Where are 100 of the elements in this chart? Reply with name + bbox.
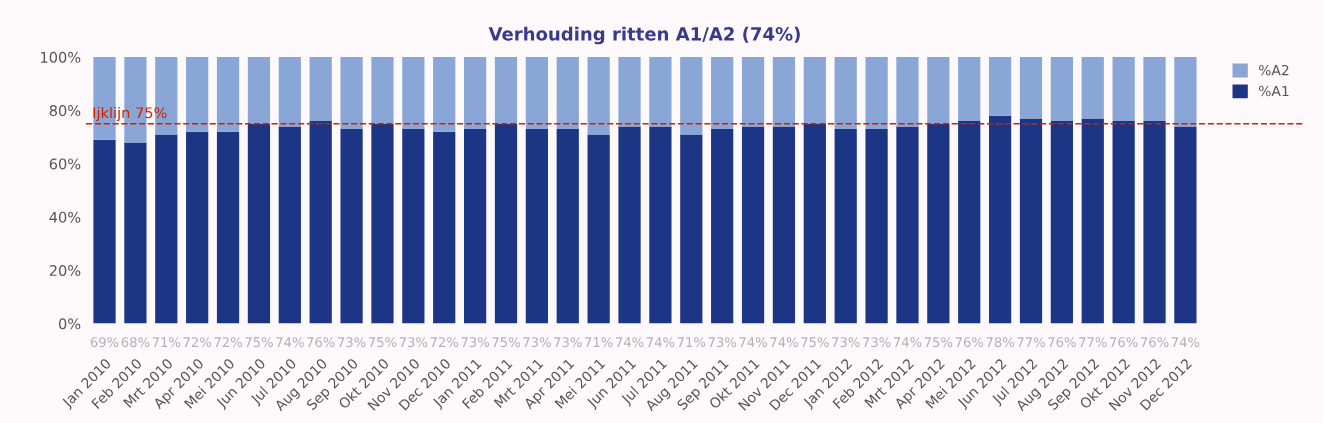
data-label: 75% xyxy=(245,337,273,348)
bar xyxy=(216,57,240,132)
bar xyxy=(649,126,672,324)
data-label: 72% xyxy=(183,337,212,348)
bar xyxy=(93,139,116,324)
bar xyxy=(124,142,147,324)
bar xyxy=(772,57,796,127)
bar xyxy=(1174,57,1197,127)
data-label: 78% xyxy=(986,337,1015,348)
bar xyxy=(988,115,1012,324)
bar xyxy=(525,129,548,324)
data-label: 73% xyxy=(554,337,582,348)
bar xyxy=(433,131,456,324)
y-tick-label: 100% xyxy=(41,51,81,63)
data-label: 71% xyxy=(677,337,706,348)
bar xyxy=(834,57,857,130)
bar xyxy=(587,57,610,135)
bar xyxy=(186,57,209,132)
data-label: 72% xyxy=(214,337,242,348)
bar xyxy=(741,126,765,324)
bar xyxy=(865,57,888,130)
bar xyxy=(186,131,209,324)
bar xyxy=(803,57,826,124)
y-tick-label: 0% xyxy=(58,318,81,330)
data-label: 73% xyxy=(863,337,891,348)
bar xyxy=(711,57,734,130)
data-label: 73% xyxy=(461,337,490,348)
bar xyxy=(1174,126,1197,324)
bar xyxy=(1143,57,1166,122)
data-label: 74% xyxy=(770,337,798,348)
data-label: 75% xyxy=(368,337,397,348)
bar xyxy=(371,123,394,324)
data-label: 75% xyxy=(924,337,953,348)
bar xyxy=(402,129,425,324)
data-label: 76% xyxy=(1140,337,1169,348)
bar xyxy=(525,57,548,130)
data-label: 69% xyxy=(90,337,119,348)
bar xyxy=(216,131,240,324)
bar xyxy=(1112,121,1135,324)
bar xyxy=(463,57,487,130)
bar xyxy=(618,126,641,324)
data-label: 68% xyxy=(121,337,150,348)
data-label: 76% xyxy=(955,337,984,348)
bar xyxy=(1081,57,1104,119)
bar xyxy=(1143,121,1166,324)
data-label: 76% xyxy=(1110,337,1138,348)
bar xyxy=(556,57,579,130)
data-label: 74% xyxy=(893,337,922,348)
bar xyxy=(402,57,425,130)
bar xyxy=(278,57,301,127)
bar xyxy=(649,57,672,127)
bar xyxy=(155,134,178,324)
bar xyxy=(772,126,796,324)
bar xyxy=(1050,121,1073,324)
bar xyxy=(680,134,703,324)
bar xyxy=(927,57,950,124)
data-label: 76% xyxy=(1048,337,1076,348)
bar xyxy=(711,129,734,324)
bar xyxy=(1019,118,1043,324)
data-label: 73% xyxy=(832,337,860,348)
bar xyxy=(494,57,518,124)
bar xyxy=(433,57,456,132)
data-label: 72% xyxy=(430,337,459,348)
bar xyxy=(463,129,487,324)
data-label: 76% xyxy=(307,337,335,348)
data-label: 71% xyxy=(585,337,613,348)
data-label: 73% xyxy=(708,337,737,348)
data-label: 75% xyxy=(801,337,829,348)
bar xyxy=(1112,57,1135,122)
y-tick-label: 40% xyxy=(49,211,81,223)
bar xyxy=(1019,57,1043,119)
data-label: 71% xyxy=(152,337,181,348)
bar xyxy=(618,57,641,127)
bar xyxy=(309,121,332,324)
legend-label: %A2 xyxy=(1258,64,1289,76)
bar xyxy=(587,134,610,324)
bar xyxy=(371,57,394,124)
data-label: 73% xyxy=(399,337,428,348)
bar xyxy=(340,57,363,130)
bar xyxy=(247,123,271,324)
data-label: 77% xyxy=(1079,337,1107,348)
y-tick-label: 80% xyxy=(49,105,81,117)
bar xyxy=(1081,118,1104,324)
bar xyxy=(309,57,332,122)
bar xyxy=(803,123,826,324)
bar xyxy=(247,57,271,124)
bar xyxy=(896,126,919,324)
bar xyxy=(927,123,950,324)
bar xyxy=(494,123,518,324)
data-label: 74% xyxy=(615,337,644,348)
bar xyxy=(278,126,301,324)
data-label: 73% xyxy=(338,337,366,348)
bar xyxy=(958,121,981,324)
bar xyxy=(680,57,703,135)
bar xyxy=(340,129,363,324)
chart-title: Verhouding ritten A1/A2 (74%) xyxy=(488,26,800,45)
bar xyxy=(1050,57,1073,122)
data-label: 74% xyxy=(739,337,767,348)
bar xyxy=(834,129,857,324)
y-tick-label: 60% xyxy=(49,158,81,170)
